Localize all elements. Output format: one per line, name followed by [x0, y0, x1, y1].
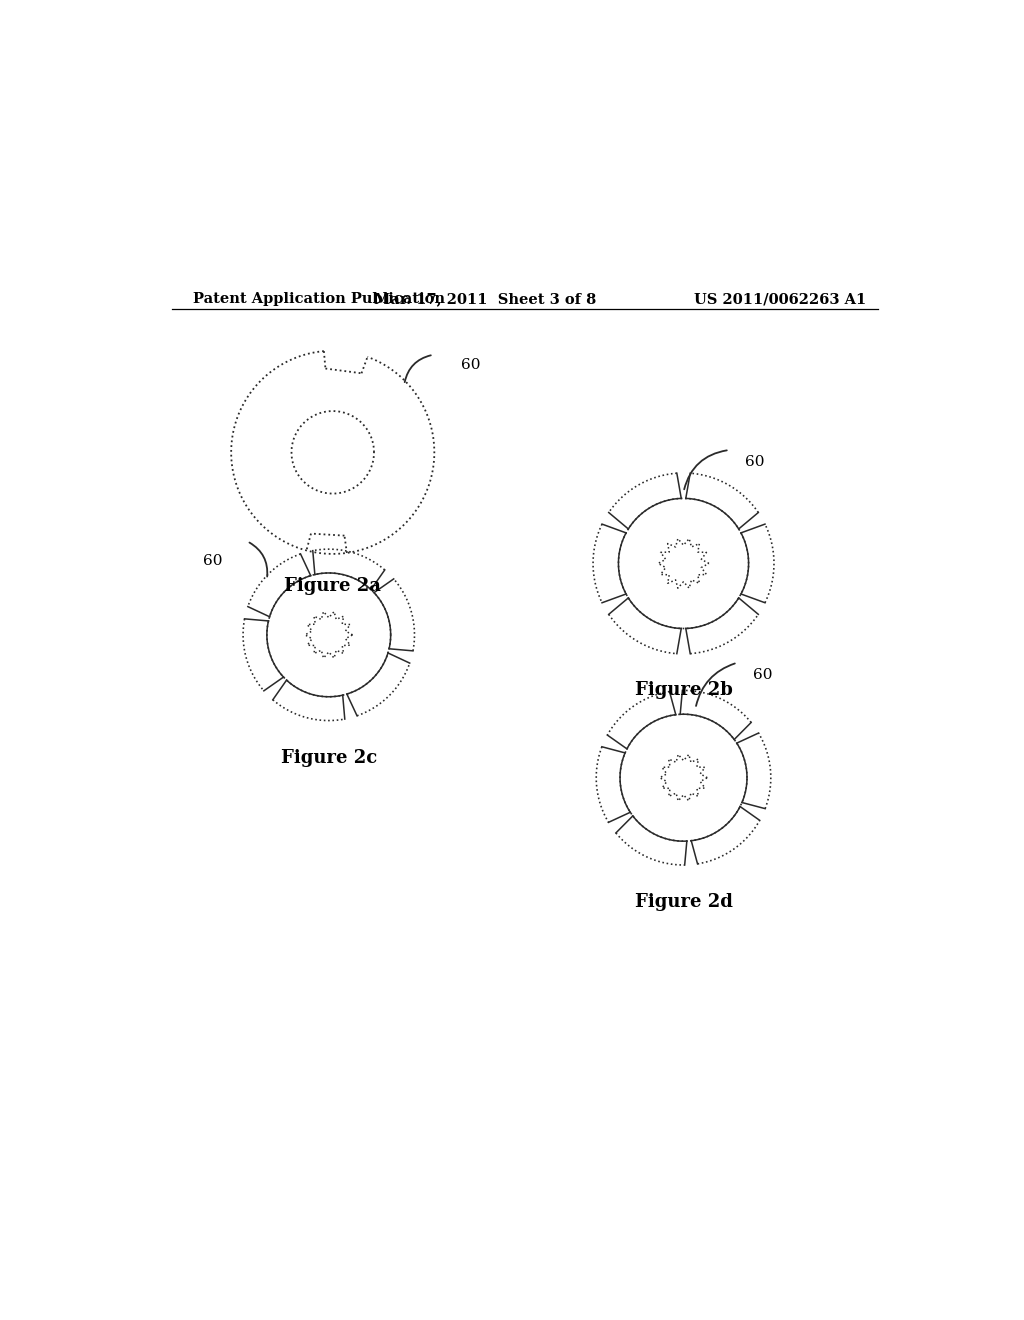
Text: 60: 60 — [461, 358, 481, 372]
Text: Figure 2a: Figure 2a — [285, 577, 381, 594]
Text: 60: 60 — [745, 455, 765, 469]
Text: Figure 2b: Figure 2b — [635, 681, 732, 700]
Text: 60: 60 — [754, 668, 773, 681]
Text: Figure 2d: Figure 2d — [635, 894, 732, 911]
Text: 60: 60 — [204, 554, 223, 568]
Text: Patent Application Publication: Patent Application Publication — [194, 292, 445, 306]
Text: US 2011/0062263 A1: US 2011/0062263 A1 — [694, 292, 866, 306]
Text: Figure 2c: Figure 2c — [281, 748, 377, 767]
Text: Mar. 17, 2011  Sheet 3 of 8: Mar. 17, 2011 Sheet 3 of 8 — [374, 292, 596, 306]
